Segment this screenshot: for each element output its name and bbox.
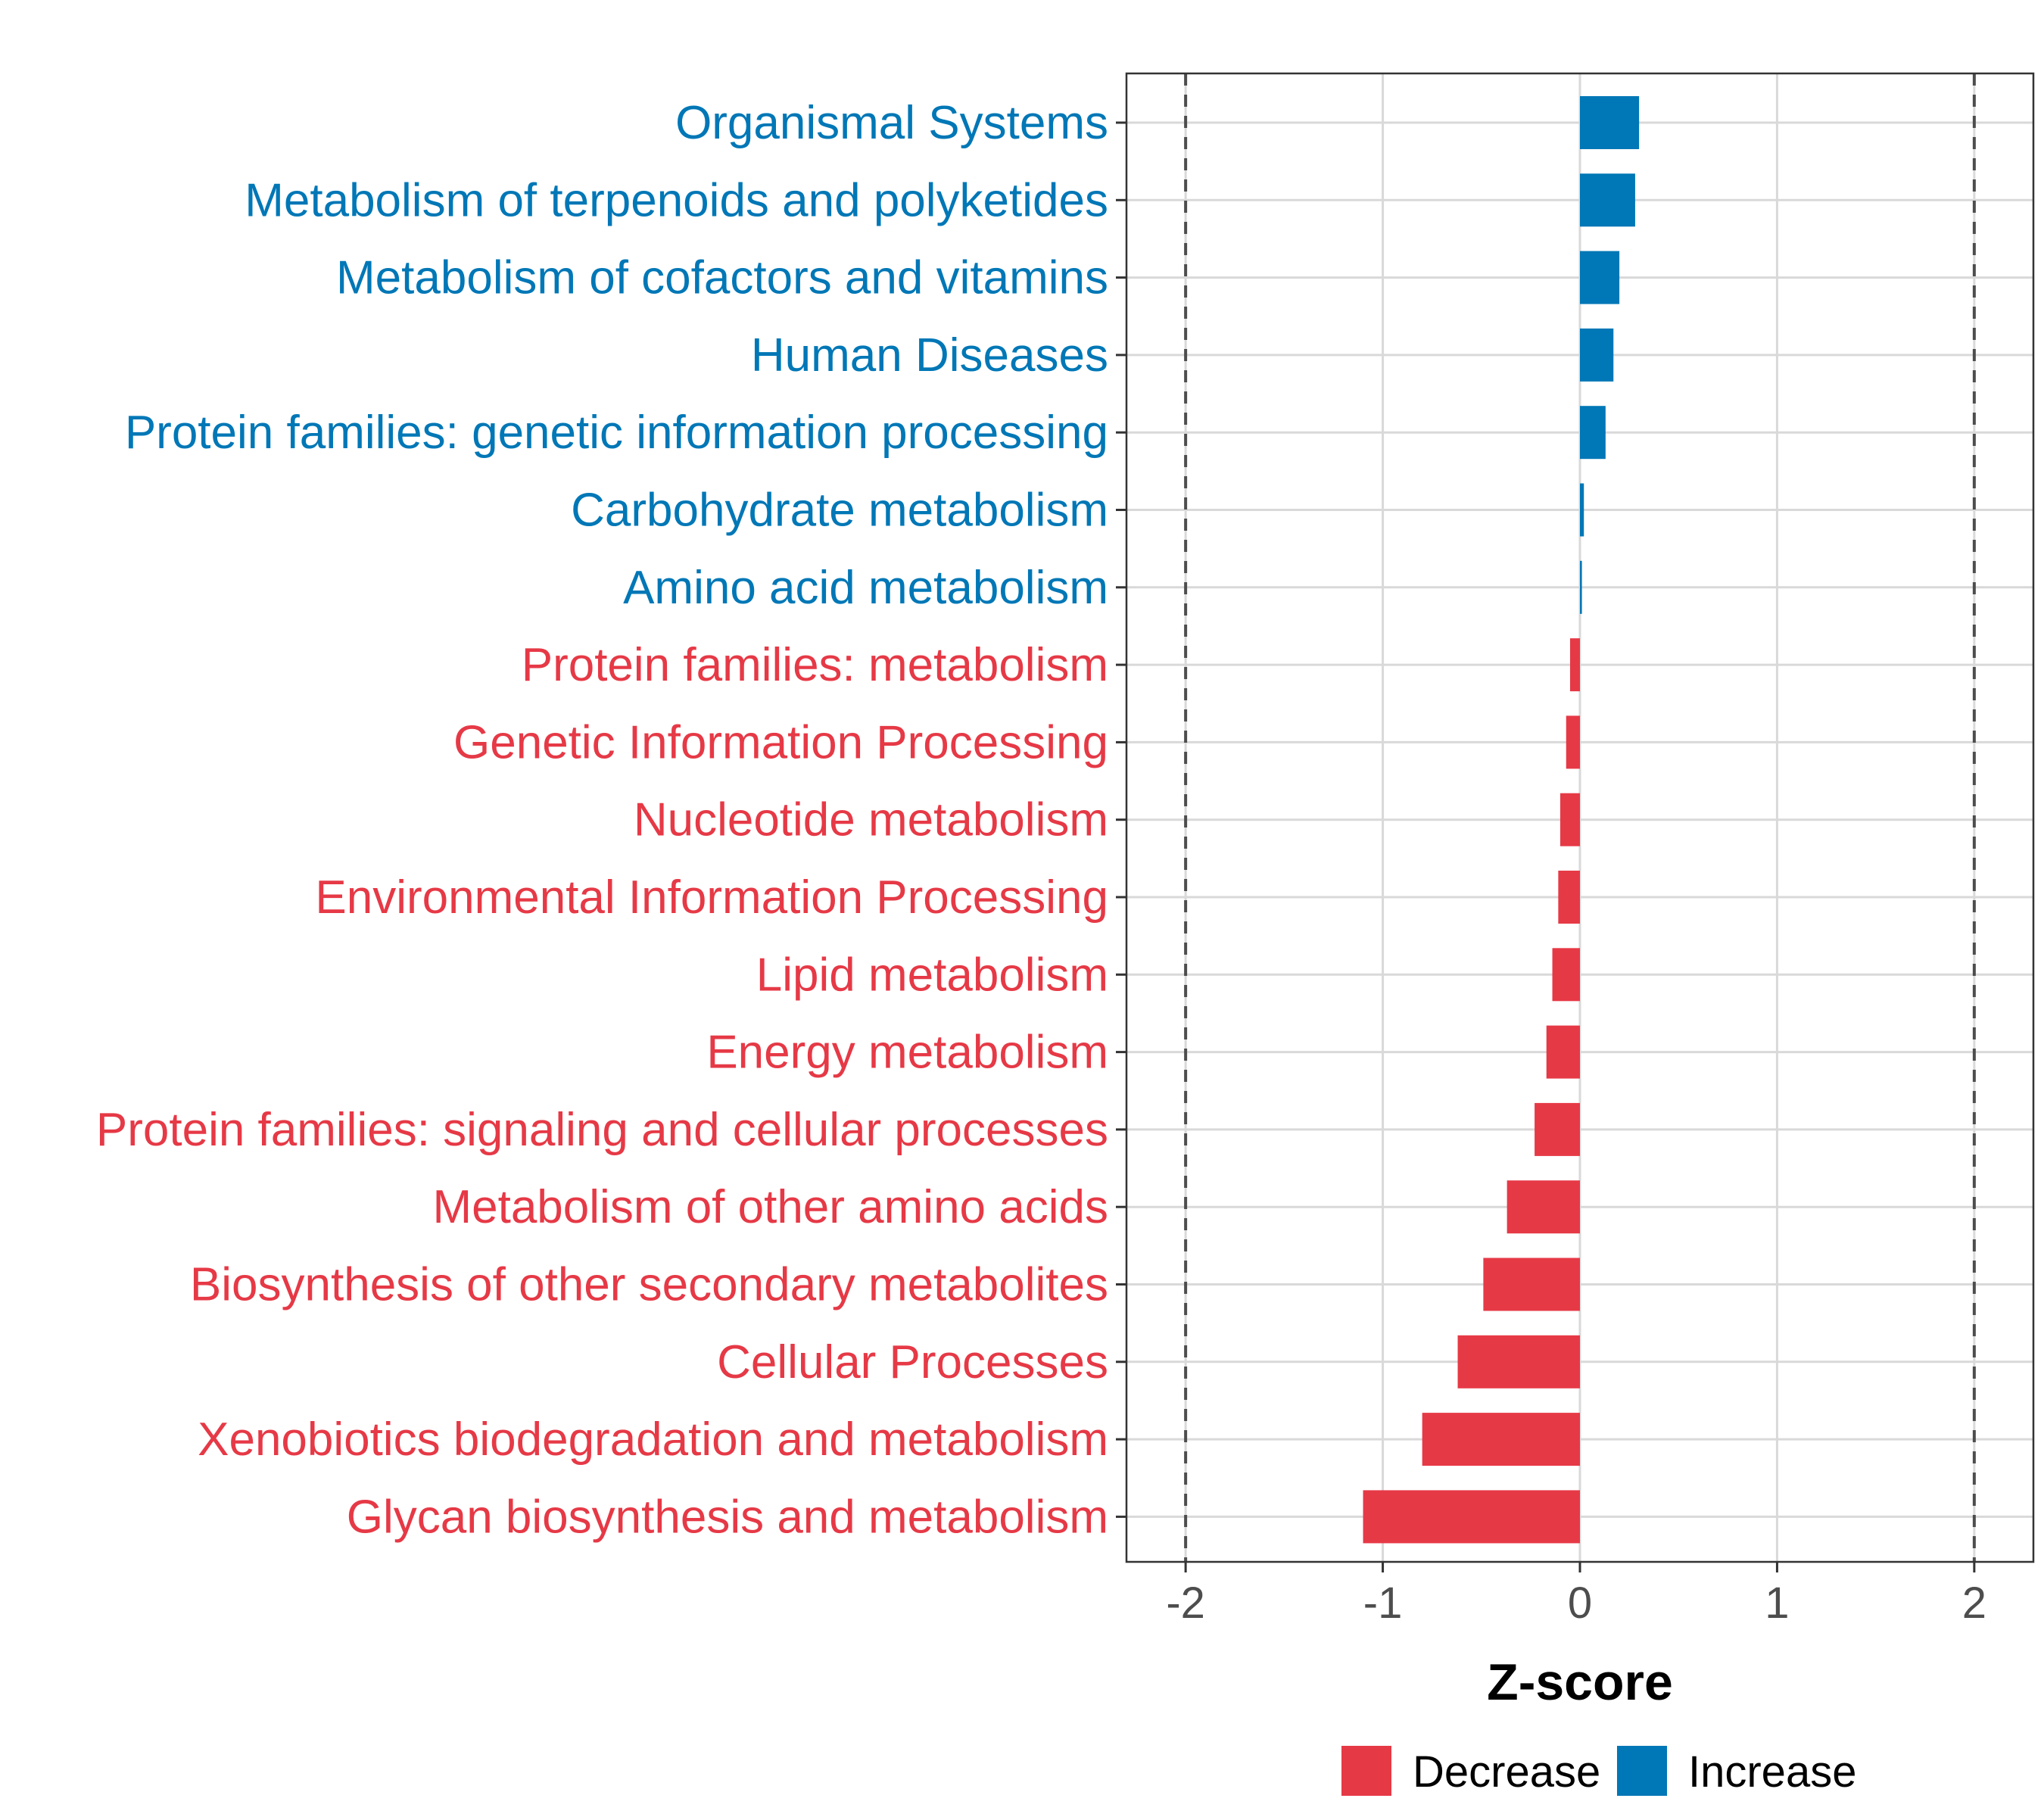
x-tick-label: 1 <box>1765 1579 1789 1628</box>
category-label: Energy metabolism <box>706 1027 1108 1079</box>
category-label: Carbohydrate metabolism <box>571 485 1108 537</box>
bar <box>1580 329 1613 382</box>
category-label: Nucleotide metabolism <box>634 794 1108 846</box>
category-label: Protein families: genetic information pr… <box>125 407 1108 459</box>
bar <box>1580 561 1582 614</box>
bar <box>1566 715 1580 768</box>
bar <box>1580 96 1639 149</box>
legend-label: Decrease <box>1413 1747 1600 1797</box>
category-label: Metabolism of terpenoids and polyketides <box>245 174 1108 226</box>
category-label: Metabolism of other amino acids <box>432 1181 1108 1233</box>
x-tick-label: 0 <box>1568 1579 1592 1628</box>
legend: Decrease Increase <box>1341 1746 1856 1797</box>
category-label: Protein families: signaling and cellular… <box>96 1104 1108 1156</box>
category-label: Biosynthesis of other secondary metaboli… <box>190 1259 1108 1311</box>
category-label: Metabolism of cofactors and vitamins <box>336 252 1108 304</box>
bar <box>1547 1026 1580 1079</box>
category-label: Amino acid metabolism <box>623 562 1108 614</box>
category-label: Protein families: metabolism <box>522 639 1108 691</box>
bar <box>1458 1335 1580 1388</box>
bar <box>1553 948 1580 1001</box>
bar <box>1483 1258 1580 1311</box>
category-label: Glycan biosynthesis and metabolism <box>347 1491 1108 1543</box>
x-tick-label: -1 <box>1363 1579 1403 1628</box>
x-axis-title: Z-score <box>1487 1653 1673 1711</box>
bar <box>1422 1413 1580 1466</box>
category-label: Environmental Information Processing <box>315 871 1108 924</box>
category-label: Human Diseases <box>751 329 1108 382</box>
bar <box>1535 1103 1580 1156</box>
bar <box>1580 484 1584 537</box>
x-tick-label: 2 <box>1962 1579 1986 1628</box>
legend-swatch <box>1341 1746 1391 1796</box>
category-label: Xenobiotics biodegradation and metabolis… <box>198 1413 1108 1466</box>
zscore-bar-chart: Organismal Systems Metabolism of terpenoi… <box>0 0 2044 1817</box>
bar <box>1580 251 1619 304</box>
bar <box>1507 1180 1580 1233</box>
bar <box>1363 1490 1580 1543</box>
category-label: Lipid metabolism <box>756 949 1108 1001</box>
legend-label: Increase <box>1688 1747 1856 1797</box>
category-label: Organismal Systems <box>675 97 1108 149</box>
legend-swatch <box>1617 1746 1667 1796</box>
category-label: Cellular Processes <box>717 1336 1108 1388</box>
bar <box>1580 173 1635 226</box>
bar <box>1580 406 1606 459</box>
category-label: Genetic Information Processing <box>453 716 1108 768</box>
bar <box>1560 793 1580 846</box>
x-tick-label: -2 <box>1166 1579 1205 1628</box>
bar <box>1558 871 1580 924</box>
bar <box>1570 638 1580 691</box>
